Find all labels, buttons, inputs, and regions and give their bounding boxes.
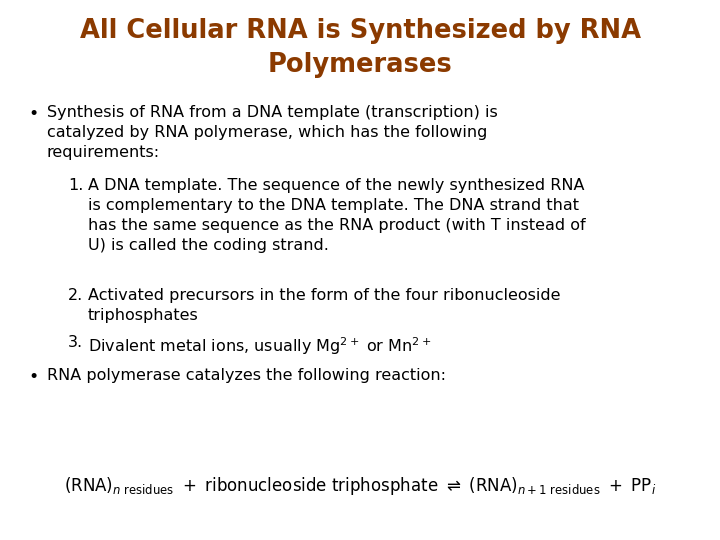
Text: •: • <box>28 105 38 123</box>
Text: Divalent metal ions, usually Mg$^{2+}$ or Mn$^{2+}$: Divalent metal ions, usually Mg$^{2+}$ o… <box>88 335 431 357</box>
Text: $(\mathrm{RNA})_{n\ \mathrm{residues}}$$ \ +\ \mathrm{ribonucleoside\ triphospha: $(\mathrm{RNA})_{n\ \mathrm{residues}}$$… <box>64 475 656 497</box>
Text: 3.: 3. <box>68 335 83 350</box>
Text: Polymerases: Polymerases <box>268 52 452 78</box>
Text: 2.: 2. <box>68 288 84 303</box>
Text: RNA polymerase catalyzes the following reaction:: RNA polymerase catalyzes the following r… <box>47 368 446 383</box>
Text: Synthesis of RNA from a DNA template (transcription) is
catalyzed by RNA polymer: Synthesis of RNA from a DNA template (tr… <box>47 105 498 160</box>
Text: A DNA template. The sequence of the newly synthesized RNA
is complementary to th: A DNA template. The sequence of the newl… <box>88 178 585 253</box>
Text: All Cellular RNA is Synthesized by RNA: All Cellular RNA is Synthesized by RNA <box>79 18 641 44</box>
Text: 1.: 1. <box>68 178 84 193</box>
Text: Activated precursors in the form of the four ribonucleoside
triphosphates: Activated precursors in the form of the … <box>88 288 560 323</box>
Text: •: • <box>28 368 38 386</box>
